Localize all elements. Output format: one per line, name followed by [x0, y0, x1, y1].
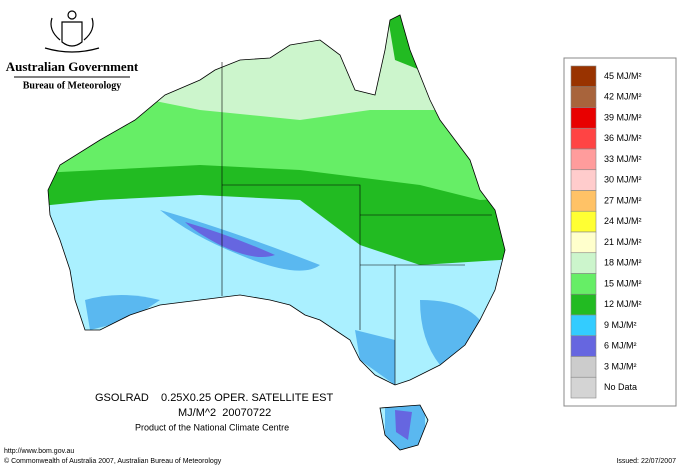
footer-issued: Issued: 22/07/2007 [616, 458, 676, 465]
legend-label: 12 MJ/M² [604, 299, 642, 309]
legend-swatch [570, 335, 597, 357]
legend-label: 21 MJ/M² [604, 237, 642, 247]
legend-label: 36 MJ/M² [604, 133, 642, 143]
legend-label: 15 MJ/M² [604, 278, 642, 288]
legend-label: No Data [604, 382, 637, 392]
coat-of-arms [44, 10, 100, 53]
legend-label: 24 MJ/M² [604, 216, 642, 226]
legend-swatch [570, 314, 597, 337]
legend-label: 45 MJ/M² [604, 71, 642, 81]
legend-label: 6 MJ/M² [604, 341, 637, 351]
footer-copyright: © Commonwealth of Australia 2007, Austra… [4, 457, 222, 465]
legend-label: 42 MJ/M² [604, 92, 642, 102]
legend-label: 9 MJ/M² [604, 320, 637, 330]
map-outline [47, 14, 506, 451]
legend-swatch [570, 190, 597, 212]
footer-url: http://www.bom.gov.au [4, 448, 74, 455]
legend-swatch [570, 376, 597, 399]
legend-label: 39 MJ/M² [604, 112, 642, 122]
legend-swatch [570, 148, 597, 171]
legend-swatch [570, 210, 597, 233]
legend-label: 27 MJ/M² [604, 195, 642, 205]
legend-swatch [570, 231, 597, 254]
legend-label: 33 MJ/M² [604, 154, 642, 164]
legend-swatch [570, 356, 597, 378]
legend-swatch [570, 273, 597, 295]
caption-line: MJ/M^2 20070722 [178, 407, 271, 419]
legend-label: 18 MJ/M² [604, 258, 642, 268]
legend-swatch [570, 65, 597, 88]
legend-swatch [570, 127, 597, 150]
government-name: Australian Government [6, 59, 139, 74]
bureau-name: Bureau of Meteorology [23, 80, 122, 91]
legend-swatch [570, 86, 597, 108]
caption-line: GSOLRAD 0.25X0.25 OPER. SATELLITE EST [95, 392, 334, 404]
legend-swatch [570, 293, 597, 316]
legend-swatch [570, 107, 597, 129]
legend-swatch [570, 169, 597, 191]
caption-line: Product of the National Climate Centre [135, 422, 289, 432]
legend-label: 30 MJ/M² [604, 175, 642, 185]
legend-label: 3 MJ/M² [604, 361, 637, 371]
legend-swatch [570, 252, 597, 274]
legend: 45 MJ/M² 42 MJ/M² 39 MJ/M² 36 MJ/M² 33 MJ/M²… [563, 57, 677, 407]
